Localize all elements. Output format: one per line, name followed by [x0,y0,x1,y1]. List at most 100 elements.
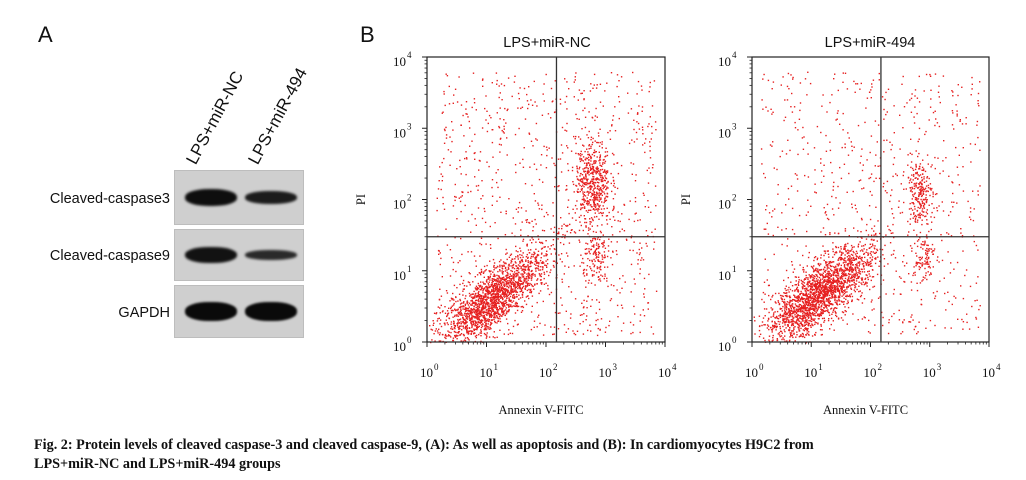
plot-1-event-dot [540,242,542,244]
plot-2-event-dot [766,222,768,225]
plot-2-event-dot [977,276,979,278]
plot-1-event-dot [568,212,570,215]
plot-1-event-dot [530,311,533,313]
plot-1-event-dot [514,289,516,291]
plot-1-event-dot [472,309,474,311]
plot-2-event-dot [847,280,849,282]
plot-1-event-dot [465,321,467,324]
plot-1-event-dot [586,243,589,245]
plot-1-event-dot [482,292,484,294]
plot-1-event-dot [467,338,469,340]
plot-2-event-dot [868,177,870,180]
plot-1-event-dot [518,201,521,204]
plot-1-event-dot [451,305,454,307]
plot-2-event-dot [866,259,869,261]
plot-1-event-dot [519,261,522,263]
plot-1-event-dot [473,312,476,314]
plot-2-event-dot [845,245,847,247]
plot-1-event-dot [600,174,602,177]
plot-1-event-dot [580,203,582,205]
plot-2-event-dot [811,296,814,298]
plot-1-event-dot [591,240,594,242]
plot-2-event-dot [861,245,863,247]
plot-1-event-dot [593,264,596,266]
plot-2-event-dot [916,289,919,292]
plot-1-event-dot [467,184,469,187]
plot-1-event-dot [468,302,471,304]
plot-1-event-dot [515,245,517,248]
plot-2-event-dot [902,127,904,129]
plot-1-event-dot [530,275,532,277]
plot-2-event-dot [834,287,836,290]
plot-2-event-dot [836,263,838,265]
plot-2-event-dot [864,243,866,246]
plot-1-event-dot [486,264,488,267]
plot-1-event-dot [486,335,488,338]
plot-1-event-dot [430,328,432,331]
plot-1-event-dot [505,212,507,215]
plot-1-event-dot [514,281,517,283]
plot-1-event-dot [612,185,615,187]
plot-2-event-dot [817,298,820,300]
plot-1-event-dot [506,282,508,284]
plot-1-event-dot [574,232,577,234]
plot-1-event-dot [503,310,505,312]
plot-1-event-dot [538,261,540,264]
plot-1-event-dot [440,257,442,260]
plot-1-event-dot [590,239,592,242]
plot-1-event-dot [547,113,550,115]
plot-1-event-dot [508,285,511,287]
plot-1-event-dot [547,284,549,287]
band-caspase3-nc [185,189,237,206]
plot-1-event-dot [586,134,588,136]
plot-1-event-dot [650,138,652,140]
plot-1-event-dot [473,255,476,257]
plot-1-event-dot [545,240,547,242]
plot-1-event-dot [480,324,483,326]
plot-1-event-dot [498,288,500,290]
plot-1-event-dot [478,312,481,314]
plot-2-event-dot [814,297,816,299]
plot-1-event-dot [595,244,598,246]
plot-1-event-dot [489,303,491,305]
plot-1-event-dot [497,270,499,273]
plot-1-event-dot [527,266,530,268]
plot-1-event-dot [591,299,593,301]
plot-2-event-dot [836,307,838,309]
plot-1-event-dot [550,117,552,119]
plot-2-event-dot [847,306,850,309]
plot-2-event-dot [973,240,975,243]
plot-2-event-dot [779,335,781,338]
plot-1-event-dot [491,302,493,304]
plot-2-event-dot [876,141,878,143]
plot-2-event-dot [891,189,893,191]
plot-1-event-dot [496,289,498,291]
plot-1-event-dot [516,267,518,270]
plot-1-event-dot [476,305,479,308]
plot-1-event-dot [475,292,477,295]
plot-1-event-dot [504,305,506,307]
plot-1-event-dot [452,261,455,264]
plot-1-event-dot [470,300,472,302]
plot-1-event-dot [505,284,507,286]
plot-1-event-dot [649,86,651,88]
plot-1-event-dot [545,211,548,214]
plot-2-event-dot [792,271,794,273]
plot-1-event-dot [590,147,592,149]
plot-2-event-dot [777,318,780,320]
plot-1-event-dot [444,312,447,314]
plot-1-event-dot [528,86,530,88]
plot-1-event-dot [513,267,516,270]
plot-1-event-dot [489,297,491,299]
plot-1-event-dot [606,182,608,184]
plot-1-event-dot [621,213,623,215]
plot-1-event-dot [586,164,588,166]
plot-2-event-dot [953,268,955,270]
plot-1-x-tick-label: 10 [420,365,433,380]
plot-2-event-dot [806,328,808,330]
plot-1-event-dot [503,312,505,315]
plot-2-event-dot [777,300,779,302]
plot-1-event-dot [501,265,504,267]
plot-1-event-dot [606,193,609,195]
plot-1-event-dot [519,265,521,267]
